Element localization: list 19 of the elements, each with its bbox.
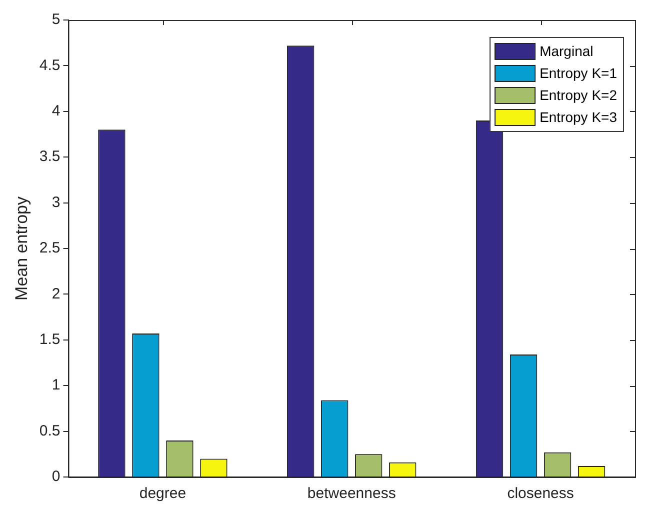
y-tick-label: 1.5 <box>39 331 60 348</box>
legend-label: Entropy K=3 <box>540 108 618 125</box>
y-tick-label: 4 <box>52 102 60 120</box>
legend-label: Entropy K=1 <box>540 64 618 81</box>
x-tick-label: betweenness <box>307 485 396 502</box>
y-tick-label: 0 <box>52 468 60 486</box>
x-tick-label: degree <box>139 485 186 502</box>
legend-label: Entropy K=2 <box>540 86 618 103</box>
y-tick-label: 3 <box>52 194 60 211</box>
y-axis-title: Mean entropy <box>12 196 31 300</box>
y-tick-label: 2.5 <box>39 240 60 257</box>
y-tick-label: 1 <box>52 376 60 394</box>
y-tick-label: 2 <box>52 285 60 302</box>
y-tick-label: 4.5 <box>39 56 60 74</box>
x-tick-label: closeness <box>507 485 574 502</box>
legend-label: Marginal <box>540 42 594 59</box>
y-tick-label: 0.5 <box>39 422 60 440</box>
y-tick-label: 3.5 <box>39 148 60 166</box>
y-tick-label: 5 <box>52 11 60 28</box>
